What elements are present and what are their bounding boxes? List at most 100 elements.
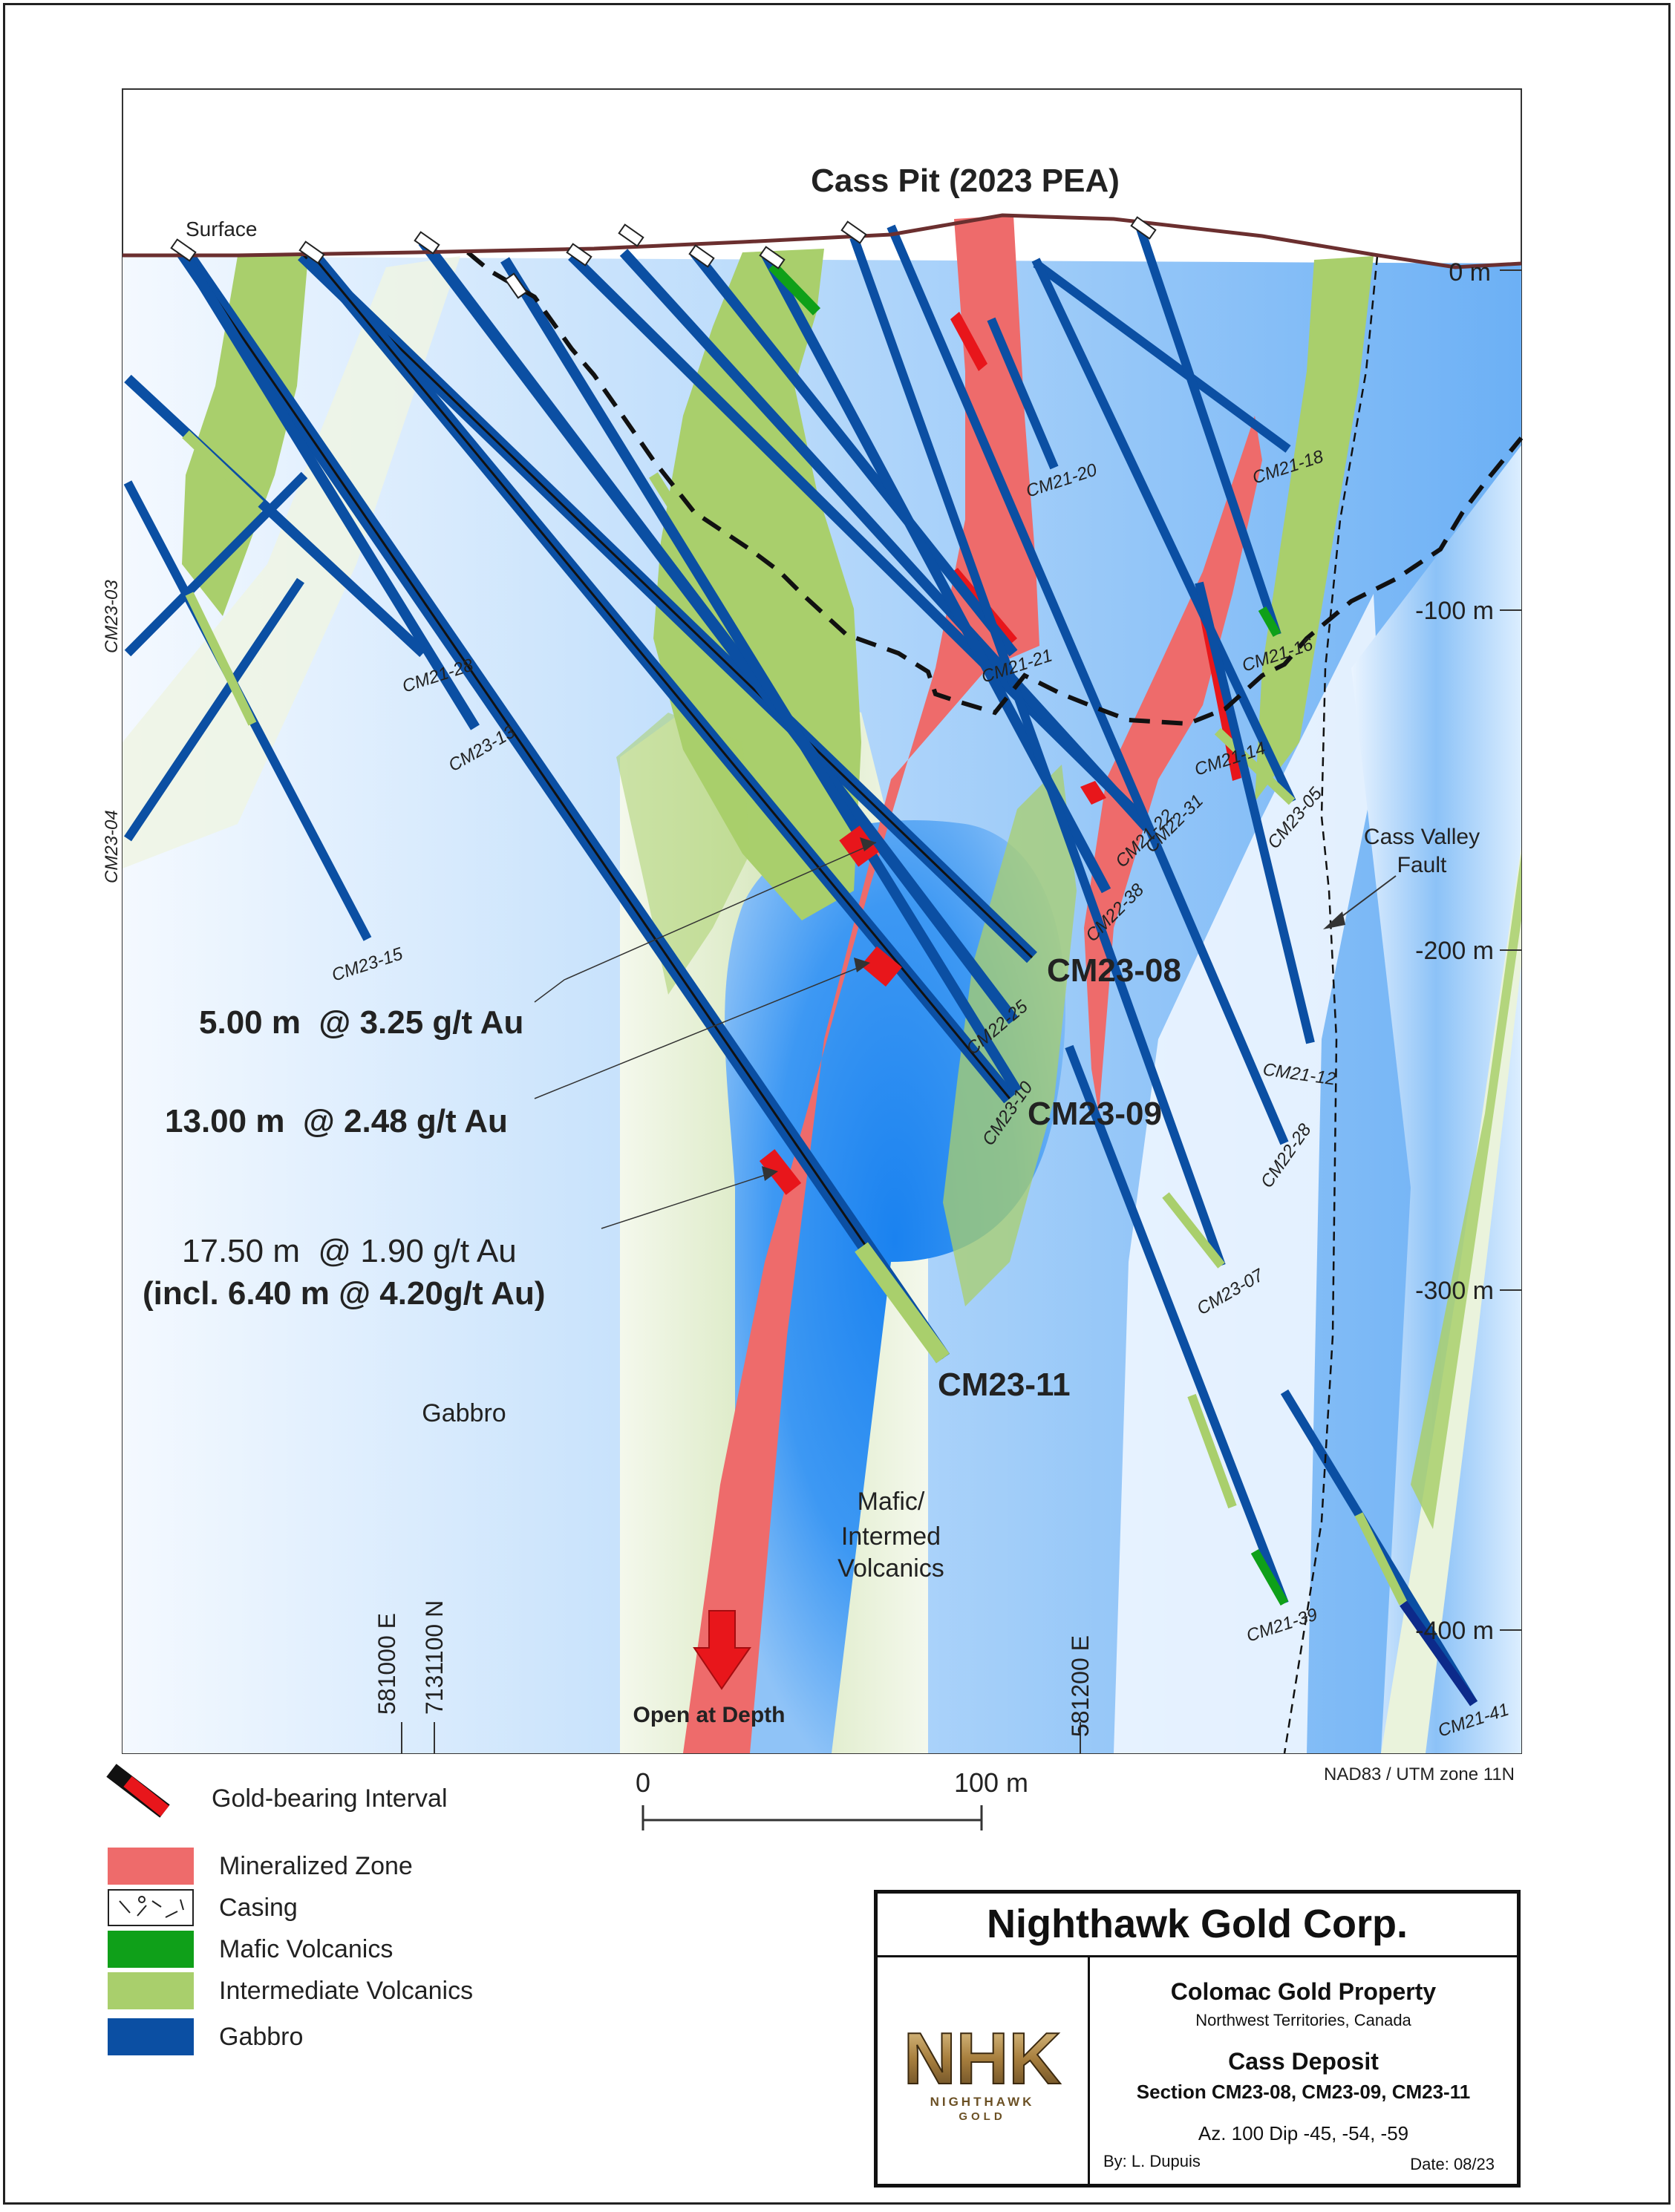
logo-word-2: GOLD [959, 2110, 1005, 2123]
drillhole-cm21-12-green [1187, 1393, 1237, 1509]
legend-item-gabbro: Gabbro [108, 2017, 303, 2057]
legend-item-casing: Casing [108, 1888, 298, 1928]
drillhole-cm21-16 [1135, 225, 1281, 636]
drillhole-cm23-09-trace [310, 254, 1011, 1099]
drillhole-cm23-05 [1195, 581, 1315, 1044]
cass-valley-fault [1283, 255, 1379, 1754]
drillhole-cm21-28 [124, 374, 427, 658]
logo-word-1: NIGHTHAWK [930, 2095, 1035, 2109]
easting-label-581000: 581000 E [373, 1613, 400, 1715]
intermediate-band-4 [616, 713, 750, 995]
arrow-head-17m [762, 1166, 778, 1181]
depth-label-200: -200 m [1415, 937, 1494, 965]
easting-label-581200: 581200 E [1067, 1635, 1094, 1737]
arrow-head-13m [854, 958, 870, 972]
drillhole-cm23-10-green [649, 472, 769, 656]
northing-label: 7131100 N [421, 1600, 448, 1715]
drillhole-cm21-20 [987, 317, 1059, 470]
intercept-17m: 17.50 m @ 1.90 g/t Au [182, 1233, 517, 1269]
legend-label-mafic: Mafic Volcanics [219, 1934, 394, 1963]
gold-interval-east-2 [1080, 781, 1106, 805]
fault-label-2: Fault [1397, 853, 1447, 877]
gold-interval-5m [839, 825, 879, 867]
legend-swatch-intermediate [108, 1972, 194, 2009]
drillhole-cm23-11-trace [183, 252, 944, 1359]
nighthawk-logo-icon: NHK NIGHTHAWK GOLD [903, 2017, 1062, 2123]
drillhole-cm22-28 [887, 224, 1289, 1145]
drillhole-cm22-31 [619, 249, 1152, 831]
drillhole-cm23-03 [124, 471, 308, 657]
drillhole-cm21-14-green [1214, 727, 1296, 805]
drillhole-cm23-15-green [185, 592, 257, 726]
hole-label-cm23-09: CM23-09 [1028, 1096, 1162, 1132]
blue-band-right [1351, 445, 1521, 1753]
casing-icon [759, 246, 786, 269]
gold-interval-upper [950, 312, 987, 371]
drillhole-cm21-12-mafic [1250, 1549, 1289, 1606]
casing-icon [840, 220, 867, 244]
drillhole-cm21-28-green [182, 430, 264, 509]
drillhole-cm22-25 [418, 238, 1019, 1024]
fault-arrow [1336, 875, 1397, 921]
rock-label-gabbro: Gabbro [422, 1399, 506, 1427]
drillhole-cm23-04 [124, 577, 304, 842]
arrow-head-5m [860, 837, 876, 851]
hole-label-cm23-11: CM23-11 [938, 1367, 1071, 1403]
open-at-depth-arrow [693, 1610, 751, 1690]
legend-swatch-mafic [108, 1931, 194, 1968]
page-border [3, 3, 1671, 2205]
hole-label-cm23-03: CM23-03 [102, 580, 122, 653]
author: By: L. Dupuis [1103, 2152, 1201, 2170]
legend-label-mineralized: Mineralized Zone [219, 1851, 413, 1880]
property-name: Colomac Gold Property [1170, 1978, 1437, 2005]
date: Date: 08/23 [1410, 2155, 1495, 2173]
legend-swatch-casing [108, 1889, 194, 1926]
casing-icon [1130, 216, 1157, 240]
intermediate-band-1 [182, 256, 308, 616]
depth-ticks [1500, 269, 1521, 1631]
casing-markers [170, 216, 1157, 299]
depth-label-400: -400 m [1415, 1617, 1494, 1645]
legend-label-intermediate: Intermediate Volcanics [219, 1976, 474, 2005]
section-name: Section CM23-08, CM23-09, CM23-11 [1136, 2081, 1471, 2103]
casing-icon [298, 240, 325, 264]
depth-label-0: 0 m [1449, 258, 1491, 287]
rock-label-mafic-1: Mafic/ [858, 1488, 925, 1516]
pale-band-right [1114, 594, 1381, 1753]
property-location: Northwest Territories, Canada [1195, 2011, 1411, 2029]
casing-icon [504, 272, 528, 299]
intercept-17m-incl: (incl. 6.40 m @ 4.20g/t Au) [143, 1275, 546, 1312]
title-block-info: Colomac Gold Property Northwest Territor… [1090, 1957, 1517, 2184]
drillhole-cm21-21 [690, 249, 1018, 657]
hole-label-cm23-04: CM23-04 [102, 810, 122, 883]
fault-label-1: Cass Valley [1364, 825, 1480, 849]
intermediate-band-far-right-2 [1411, 854, 1521, 1529]
open-at-depth-label: Open at Depth [633, 1703, 785, 1727]
intercept-5m: 5.00 m @ 3.25 g/t Au [199, 1004, 523, 1041]
legend-item-mafic: Mafic Volcanics [108, 1929, 393, 1969]
scale-end: 100 m [954, 1767, 1028, 1798]
surface-label: Surface [186, 217, 258, 240]
legend-label-casing: Casing [219, 1893, 298, 1922]
surface-line [123, 213, 1522, 269]
drillhole-cm21-39-green [1354, 1512, 1408, 1606]
drillholes [123, 224, 1478, 1707]
intermediate-band-5 [943, 765, 1077, 1306]
drillhole-cm23-11-green [855, 1242, 950, 1364]
projection-label: NAD83 / UTM zone 11N [1324, 1764, 1515, 1784]
legend-swatch-mineralized [108, 1848, 194, 1885]
drillhole-cm23-10 [500, 257, 1022, 1094]
drillhole-cm23-13 [180, 252, 480, 730]
scale-bar [641, 1805, 983, 1830]
casing-icon [566, 243, 592, 266]
drillhole-cm23-08-trace [301, 253, 1034, 959]
title-block-frame [874, 1890, 1521, 2188]
drillhole-cm21-16-green [1258, 606, 1281, 637]
rock-label-mafic-2: Intermed [841, 1522, 941, 1551]
company-name: Nighthawk Gold Corp. [878, 1894, 1517, 1957]
casing-icon [170, 238, 197, 262]
legend-swatch-gabbro [108, 2018, 194, 2055]
depth-label-100: -100 m [1415, 597, 1494, 625]
drillhole-cm21-18 [1033, 260, 1291, 453]
